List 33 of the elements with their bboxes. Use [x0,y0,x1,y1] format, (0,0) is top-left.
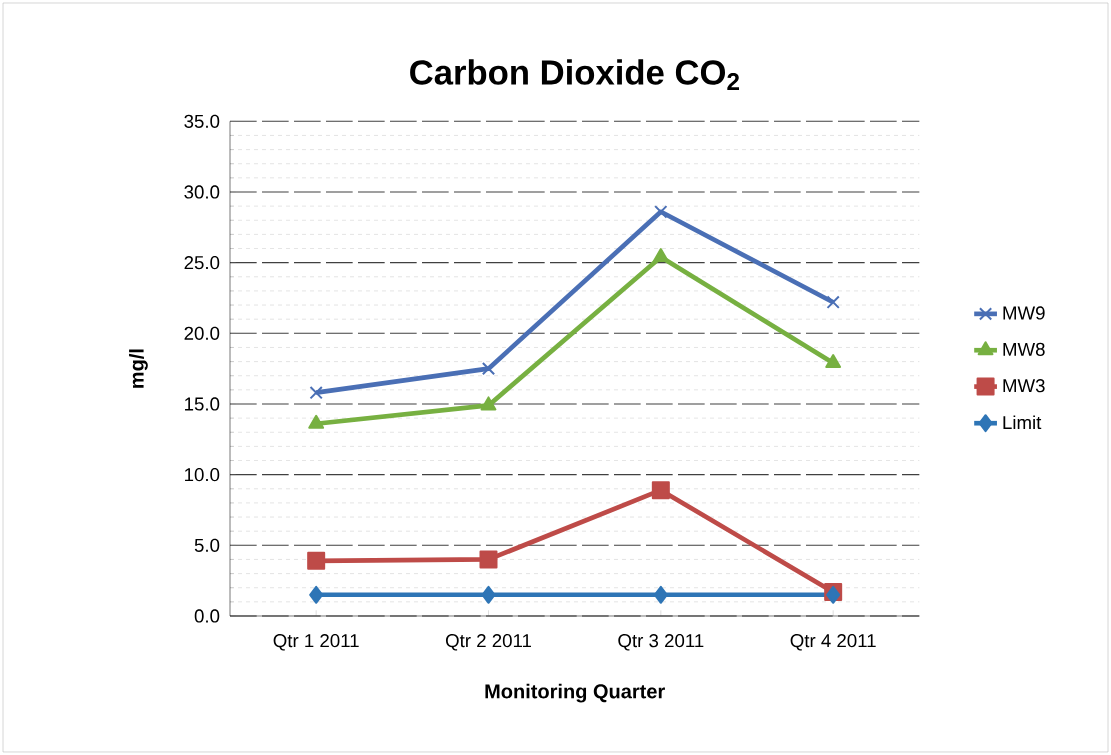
y-tick-label: 0.0 [194,609,220,623]
point [651,481,670,500]
y-tick-label: 25.0 [184,256,220,270]
legend-label: MW3 [1003,379,1045,393]
y-tick-label: 30.0 [184,185,220,199]
point [481,362,496,376]
y-tick-label: 10.0 [185,468,220,482]
point [653,585,668,604]
chart-title: Carbon Dioxide CO$_{2}$ [410,59,740,90]
point [480,396,497,411]
point [309,386,323,400]
point [479,550,498,569]
point [825,354,842,368]
point [654,205,668,219]
point [481,585,496,604]
x-tick-label: Qtr 1 2011 [273,634,359,651]
x-tick-label: Qtr 3 2011 [618,634,704,651]
point [308,414,325,429]
y-tick-label: 5.0 [194,538,220,552]
point [826,295,840,309]
point [309,585,324,604]
y-tick-label: 20.0 [184,326,220,340]
legend-label: Limit [1003,415,1042,430]
point [652,248,669,262]
legend-label: MW9 [1003,306,1045,320]
x-tick-label: Qtr 4 2011 [790,634,876,651]
y-tick-label: 35.0 [184,114,220,128]
x-tick-label: Qtr 2 2011 [445,634,532,651]
x-axis-title: Monitoring Quarter [485,683,665,703]
y-tick-label: 15.0 [185,397,220,411]
legend-label: MW8 [1003,342,1045,356]
y-axis-title: mg/l [129,349,148,388]
point [307,551,326,570]
